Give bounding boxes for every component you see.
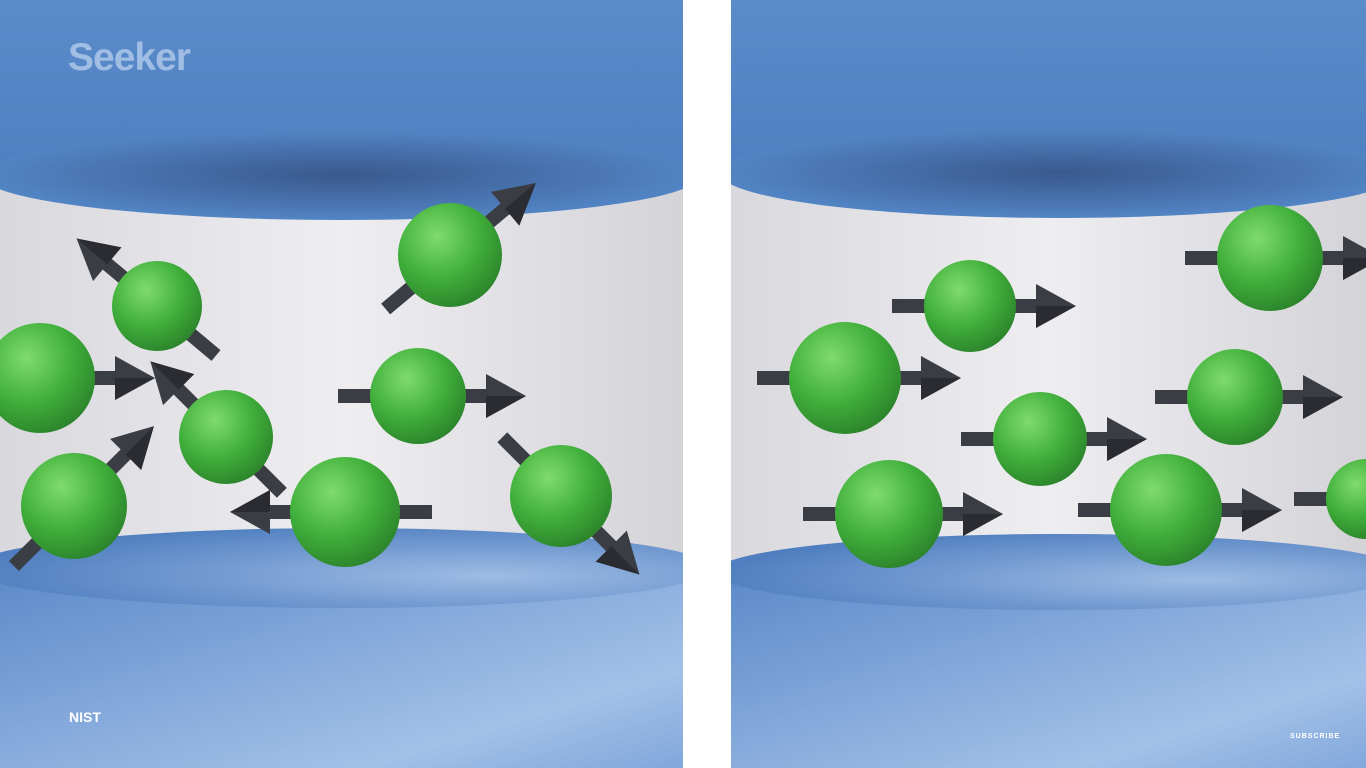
atoms-left: [0, 183, 640, 575]
atom: [961, 392, 1147, 486]
atom-sphere: [112, 261, 202, 351]
spin-arrow-head-shade: [486, 396, 526, 418]
subscribe-link[interactable]: SUBSCRIBE: [1290, 733, 1341, 740]
spin-arrow-head-shade: [1107, 439, 1147, 461]
spin-arrow-head-shade: [150, 361, 195, 390]
spin-arrow-head-shade: [1242, 510, 1282, 532]
spin-arrow-head-shade: [595, 546, 640, 575]
spin-arrow-head-shade: [1036, 306, 1076, 328]
atom: [892, 260, 1076, 352]
atom-sphere: [21, 453, 128, 559]
bottom-cylinder-top: [0, 528, 683, 608]
atom: [76, 238, 221, 361]
spin-arrow-head-shade: [963, 514, 1003, 536]
atom-sphere: [290, 457, 400, 567]
atom: [150, 361, 287, 498]
atom-sphere: [398, 203, 502, 307]
atom-sphere: [1326, 459, 1366, 539]
spin-arrow-head-shade: [505, 183, 536, 226]
atom: [230, 457, 432, 567]
top-cylinder-rim: [0, 130, 683, 220]
spin-arrow-head-shade: [76, 238, 122, 265]
top-cylinder-rim: [731, 128, 1366, 218]
atoms-right: [757, 205, 1366, 568]
atom-sphere: [924, 260, 1016, 352]
atom-sphere: [835, 460, 943, 568]
spin-arrow-head-shade: [115, 378, 155, 400]
atom: [803, 460, 1003, 568]
panel-aligned-spins: [731, 0, 1366, 768]
atom: [757, 322, 961, 434]
atom: [0, 323, 155, 433]
spin-arrow-head-shade: [1343, 258, 1366, 280]
atom-sphere: [1217, 205, 1323, 311]
spin-arrow-head-shade: [921, 378, 961, 400]
spin-arrow-head-shade: [1303, 397, 1343, 419]
image-credit: NIST: [69, 709, 101, 725]
atom-sphere: [179, 390, 273, 484]
brand-logo: Seeker: [68, 36, 191, 79]
atom-sphere: [510, 445, 612, 547]
panel-divider: [683, 0, 731, 768]
atom-sphere: [789, 322, 901, 434]
atom-sphere: [1110, 454, 1222, 566]
panel-random-spins: [0, 0, 683, 768]
atom: [1155, 349, 1343, 445]
atom: [1185, 205, 1366, 311]
spin-arrow-head-shade: [230, 490, 270, 512]
atom-sphere: [1187, 349, 1283, 445]
spin-arrow-head-shade: [125, 426, 154, 470]
atom-sphere: [993, 392, 1087, 486]
atom: [381, 183, 536, 315]
atom: [338, 348, 526, 444]
atom-sphere: [370, 348, 466, 444]
atom: [497, 432, 640, 575]
atom: [8, 426, 154, 572]
atom: [1294, 459, 1366, 539]
atom: [1078, 454, 1282, 566]
atom-sphere: [0, 323, 95, 433]
